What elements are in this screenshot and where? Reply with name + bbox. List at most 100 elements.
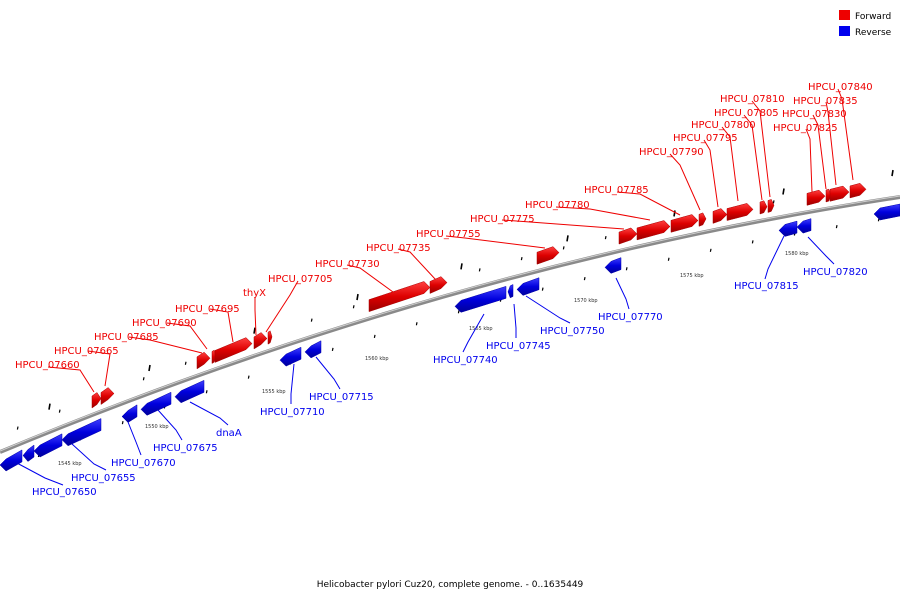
forward-gene-arrow[interactable]	[726, 203, 754, 221]
gene-label-reverse[interactable]: HPCU_07670	[111, 458, 176, 469]
reverse-gene-arrow[interactable]	[279, 346, 302, 367]
gene-label-forward[interactable]: HPCU_07810	[720, 94, 785, 105]
gene-label-forward[interactable]: HPCU_07665	[54, 346, 119, 357]
forward-gene-arrow[interactable]	[670, 214, 699, 233]
genome-caption: Helicobacter pylori Cuz20, complete geno…	[317, 580, 584, 590]
forward-gene-arrow[interactable]	[806, 189, 826, 206]
forward-gene-arrow[interactable]	[429, 276, 448, 294]
forward-gene-arrow[interactable]	[368, 281, 431, 313]
reverse-gene-arrow[interactable]	[304, 340, 322, 359]
forward-gene-arrow[interactable]	[618, 227, 638, 245]
kbp-labels: 1545 kbp 1550 kbp 1555 kbp 1560 kbp 1565…	[58, 251, 809, 467]
reverse-gene-arrow[interactable]	[22, 444, 35, 462]
gene-label-reverse[interactable]: dnaA	[216, 428, 242, 439]
gene-label-forward[interactable]: HPCU_07825	[773, 123, 838, 134]
minor-tick	[478, 268, 481, 272]
gene-label-forward[interactable]: HPCU_07755	[416, 229, 481, 240]
gene-label-forward[interactable]: HPCU_07795	[673, 133, 738, 144]
minor-tick	[352, 305, 355, 309]
major-tick	[48, 403, 51, 410]
reverse-gene-arrow[interactable]	[174, 379, 205, 404]
gene-label-reverse[interactable]: HPCU_07655	[71, 473, 136, 484]
forward-gene-arrow[interactable]	[712, 208, 728, 224]
gene-label-reverse[interactable]: HPCU_07740	[433, 355, 498, 366]
minor-tick	[310, 318, 313, 322]
major-tick	[782, 188, 785, 195]
gene-label-forward[interactable]: HPCU_07690	[132, 318, 197, 329]
forward-gene-arrow[interactable]	[636, 220, 671, 241]
forward-gene-arrow[interactable]	[698, 212, 707, 227]
minor-tick	[16, 426, 19, 430]
kbp-label-1560: 1560 kbp	[365, 356, 389, 362]
reverse-gene-arrow[interactable]	[454, 286, 507, 313]
forward-gene-arrow[interactable]	[267, 330, 273, 345]
reverse-gene-arrow[interactable]	[796, 218, 812, 234]
forward-gene-arrow[interactable]	[829, 185, 850, 202]
major-tick	[460, 263, 463, 270]
gene-label-forward[interactable]: thyX	[243, 288, 266, 299]
gene-label-forward[interactable]: HPCU_07785	[584, 185, 649, 196]
gene-label-forward[interactable]: HPCU_07835	[793, 96, 858, 107]
gene-label-forward[interactable]: HPCU_07705	[268, 274, 333, 285]
gene-label-forward[interactable]: HPCU_07660	[15, 360, 80, 371]
forward-gene-arrow[interactable]	[100, 387, 115, 406]
gene-label-forward[interactable]: HPCU_07695	[175, 304, 240, 315]
kbp-label-1565: 1565 kbp	[469, 326, 493, 332]
major-tick	[891, 169, 894, 177]
gene-label-forward[interactable]: HPCU_07735	[366, 243, 431, 254]
gene-label-reverse[interactable]: HPCU_07675	[153, 443, 218, 454]
gene-label-forward[interactable]: HPCU_07790	[639, 147, 704, 158]
gene-label-reverse[interactable]: HPCU_07750	[540, 326, 605, 337]
gene-label-forward[interactable]: HPCU_07685	[94, 332, 159, 343]
gene-label-forward[interactable]: HPCU_07805	[714, 108, 779, 119]
forward-gene-arrow[interactable]	[759, 200, 768, 215]
gene-label-forward[interactable]: HPCU_07775	[470, 214, 535, 225]
major-ticks	[48, 169, 894, 410]
reverse-gene-arrow[interactable]	[140, 391, 172, 416]
gene-label-reverse[interactable]: HPCU_07815	[734, 281, 799, 292]
reverse-gene-arrow[interactable]	[604, 257, 622, 274]
minor-tick	[562, 246, 565, 250]
reverse-gene-arrow[interactable]	[0, 449, 23, 472]
gene-label-forward[interactable]: HPCU_07780	[525, 200, 590, 211]
legend-forward-label: Forward	[855, 12, 891, 22]
minor-tick	[583, 277, 586, 281]
gene-label-reverse[interactable]: HPCU_07715	[309, 392, 374, 403]
kbp-label-1550: 1550 kbp	[145, 424, 169, 430]
minor-tick	[415, 322, 418, 326]
genome-backbone	[0, 195, 900, 454]
reverse-gene-arrow[interactable]	[507, 284, 514, 299]
gene-label-reverse[interactable]: HPCU_07745	[486, 341, 551, 352]
forward-gene-glyphs	[91, 183, 867, 409]
reverse-gene-arrow[interactable]	[516, 277, 540, 296]
gene-label-reverse[interactable]: HPCU_07710	[260, 407, 325, 418]
forward-gene-arrow[interactable]	[214, 337, 253, 363]
minor-tick	[541, 287, 544, 291]
forward-gene-arrow[interactable]	[91, 392, 102, 409]
reverse-gene-arrow[interactable]	[121, 404, 138, 423]
legend: Forward Reverse	[839, 10, 892, 38]
legend-forward-swatch	[839, 10, 850, 20]
minor-tick	[520, 256, 523, 261]
gene-label-reverse[interactable]: HPCU_07770	[598, 312, 663, 323]
minor-tick	[184, 361, 187, 365]
forward-gene-arrow[interactable]	[536, 246, 560, 265]
major-tick	[148, 364, 151, 372]
gene-label-forward[interactable]: HPCU_07830	[782, 109, 847, 120]
forward-gene-arrow[interactable]	[196, 351, 211, 370]
forward-gene-arrow[interactable]	[253, 332, 268, 350]
kbp-label-1575: 1575 kbp	[680, 273, 704, 279]
forward-gene-arrow[interactable]	[849, 183, 867, 199]
gene-label-reverse[interactable]: HPCU_07650	[32, 487, 97, 498]
reverse-gene-glyphs	[0, 203, 900, 472]
gene-label-reverse[interactable]: HPCU_07820	[803, 267, 868, 278]
gene-label-forward[interactable]: HPCU_07730	[315, 259, 380, 270]
forward-gene-arrow[interactable]	[767, 199, 775, 213]
major-tick	[253, 327, 256, 334]
reverse-leader-lines	[14, 235, 835, 486]
gene-label-forward[interactable]: HPCU_07840	[808, 82, 873, 93]
gene-label-forward[interactable]: HPCU_07800	[691, 120, 756, 131]
reverse-gene-arrow[interactable]	[873, 203, 900, 221]
reverse-gene-arrow[interactable]	[61, 418, 102, 447]
